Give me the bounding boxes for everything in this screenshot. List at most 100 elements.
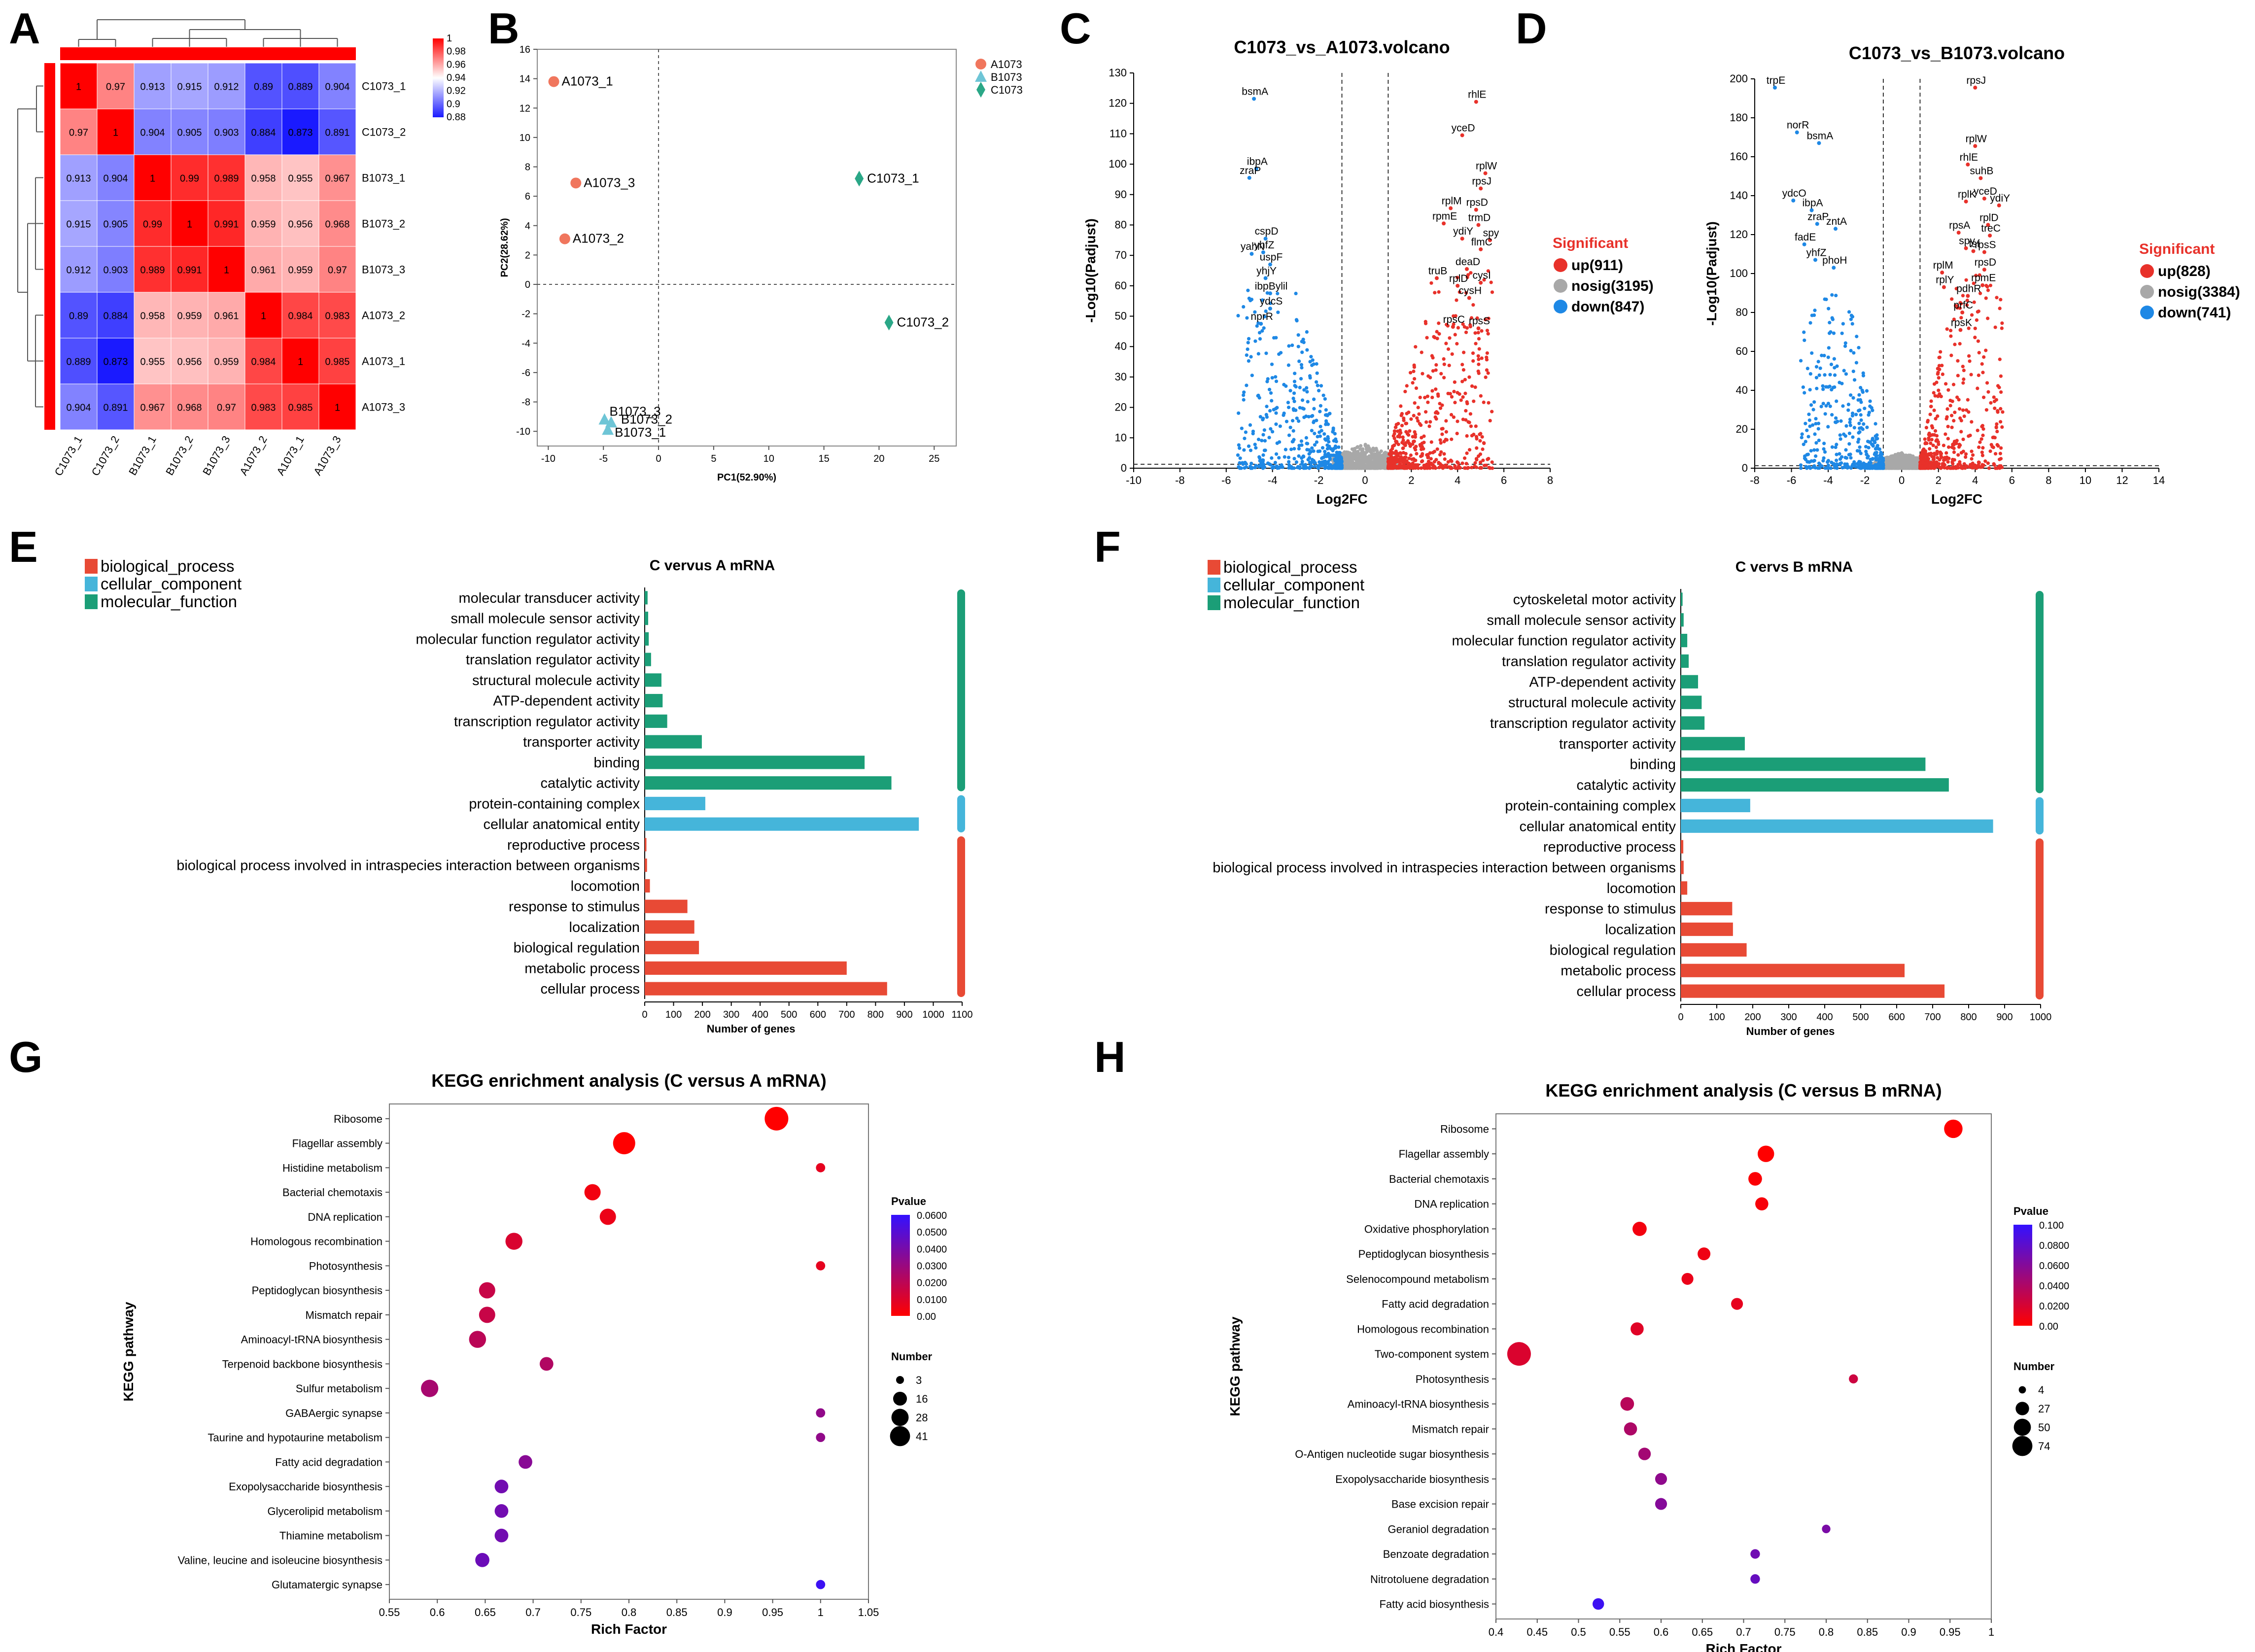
- volcano-point-up: [1961, 365, 1965, 369]
- volcano-point-nosig: [1371, 465, 1375, 469]
- labeled-gene-point: [1456, 283, 1460, 288]
- x-tick-label: 10: [2080, 474, 2091, 486]
- volcano-point-up: [1940, 363, 1944, 368]
- volcano-point-down: [1843, 344, 1847, 348]
- volcano-point-up: [1398, 428, 1402, 432]
- number-legend-label: 16: [916, 1393, 928, 1405]
- volcano-point-up: [1461, 368, 1466, 372]
- pvalue-tick: 0.0200: [2039, 1301, 2069, 1312]
- volcano-point-down: [1261, 466, 1265, 470]
- volcano-point-up: [1939, 452, 1943, 456]
- color-scale-tick: 0.96: [447, 59, 466, 70]
- labeled-gene-point: [1978, 176, 1983, 180]
- y-tick-label: -2: [521, 309, 530, 320]
- y-tick-label: 16: [520, 44, 530, 55]
- panel-letter-c: C: [1060, 4, 1091, 53]
- volcano-point-up: [1490, 410, 1494, 413]
- volcano-point-up: [1438, 402, 1442, 406]
- volcano-point-up: [1400, 423, 1404, 428]
- volcano-point-up: [1941, 465, 1944, 469]
- volcano-point-up: [1936, 414, 1940, 418]
- volcano-point-up: [1474, 424, 1478, 428]
- volcano-point-up: [1448, 465, 1452, 469]
- volcano-point-up: [1937, 364, 1942, 368]
- legend-label: down(847): [1571, 299, 1644, 315]
- volcano-point-up: [1992, 462, 1996, 466]
- volcano-point-down: [1832, 357, 1836, 361]
- pathway-label: Bacterial chemotaxis: [1389, 1173, 1489, 1185]
- volcano-point-up: [1942, 444, 1945, 447]
- volcano-point-down: [1295, 416, 1299, 420]
- volcano-point-down: [1835, 466, 1839, 470]
- volcano-point-down: [1242, 448, 1246, 452]
- x-tick-label: 2: [1408, 474, 1414, 486]
- volcano-point-down: [1270, 456, 1274, 460]
- volcano-point-up: [1977, 460, 1981, 464]
- bubble: [519, 1455, 532, 1469]
- x-tick-label: 0.75: [1774, 1626, 1796, 1638]
- labeled-gene-point: [1940, 271, 1944, 275]
- volcano-point-up: [1456, 391, 1459, 395]
- volcano-point-down: [1261, 433, 1265, 437]
- y-tick-label: 110: [1110, 127, 1127, 139]
- volcano-point-down: [1806, 435, 1810, 439]
- volcano-point-up: [1967, 434, 1971, 438]
- heatmap-cell: [318, 154, 356, 201]
- volcano-point-nosig: [1383, 451, 1388, 456]
- heatmap-cell-value: 0.958: [251, 173, 276, 184]
- heatmap-cell: [134, 108, 172, 155]
- volcano-point-down: [1859, 413, 1863, 417]
- volcano-point-down: [1269, 391, 1273, 395]
- pvalue-tick: 0.00: [2039, 1321, 2058, 1332]
- category-label: molecular function regulator activity: [416, 631, 640, 647]
- heatmap-cell: [281, 108, 319, 155]
- volcano-point-down: [1850, 322, 1854, 326]
- bar: [1681, 654, 1689, 668]
- volcano-point-up: [1426, 455, 1430, 460]
- volcano-point-down: [1323, 466, 1327, 470]
- heatmap-cell-value: 0.903: [214, 128, 239, 138]
- heatmap-cell-value: 0.983: [251, 403, 276, 413]
- bar: [645, 756, 865, 769]
- volcano-point-up: [1935, 452, 1939, 456]
- heatmap-cell-value: 0.961: [251, 265, 276, 276]
- number-legend-label: 3: [916, 1374, 922, 1386]
- x-tick-label: -8: [1750, 474, 1760, 486]
- gene-label: fadE: [1795, 232, 1816, 243]
- volcano-point-nosig: [1353, 457, 1357, 461]
- volcano-point-down: [1324, 419, 1328, 423]
- volcano-point-up: [1962, 368, 1966, 373]
- heatmap-row-label: B1073_3: [362, 264, 405, 276]
- volcano-point-down: [1296, 344, 1300, 348]
- volcano-point-up: [1415, 451, 1419, 456]
- volcano-point-up: [1478, 466, 1482, 470]
- volcano-point-down: [1832, 331, 1836, 335]
- volcano-point-nosig: [1348, 453, 1352, 458]
- volcano-point-down: [1838, 462, 1842, 467]
- volcano-point-down: [1264, 309, 1268, 313]
- volcano-point-down: [1326, 422, 1330, 426]
- volcano-point-up: [1403, 389, 1407, 394]
- volcano-point-up: [1474, 342, 1478, 345]
- volcano-point-down: [1847, 452, 1851, 457]
- volcano-point-up: [1998, 457, 2002, 461]
- legend-label: cellular_component: [1223, 576, 1364, 594]
- volcano-point-up: [1993, 406, 1997, 411]
- category-label: translation regulator activity: [466, 652, 640, 668]
- heatmap-cell-value: 0.915: [66, 219, 91, 230]
- volcano-point-down: [1292, 379, 1297, 383]
- volcano-point-down: [1338, 461, 1342, 465]
- volcano-point-down: [1242, 393, 1246, 397]
- volcano-point-down: [1310, 458, 1314, 462]
- heatmap-cell: [60, 200, 98, 247]
- x-tick-label: 0.75: [570, 1606, 591, 1618]
- volcano-point-down: [1873, 440, 1876, 444]
- volcano-point-down: [1316, 449, 1320, 453]
- volcano-point-up: [1456, 326, 1460, 330]
- volcano-point-down: [1298, 385, 1302, 389]
- volcano-point-up: [1483, 317, 1488, 322]
- bubble: [764, 1106, 789, 1131]
- heatmap-row-label: C1073_2: [362, 126, 406, 138]
- x-tick-label: -6: [1787, 474, 1797, 486]
- volcano-point-up: [1974, 274, 1978, 277]
